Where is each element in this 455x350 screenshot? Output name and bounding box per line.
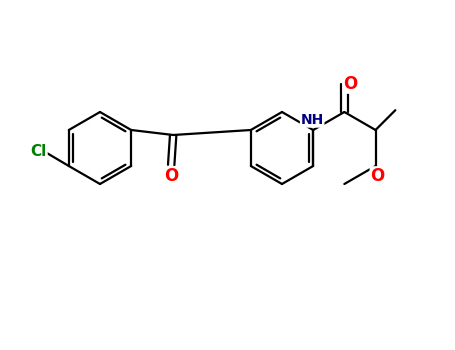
Text: NH: NH [301,113,324,127]
Text: O: O [370,167,384,185]
Text: O: O [343,75,358,93]
Text: Cl: Cl [30,145,47,160]
Text: O: O [164,167,178,185]
